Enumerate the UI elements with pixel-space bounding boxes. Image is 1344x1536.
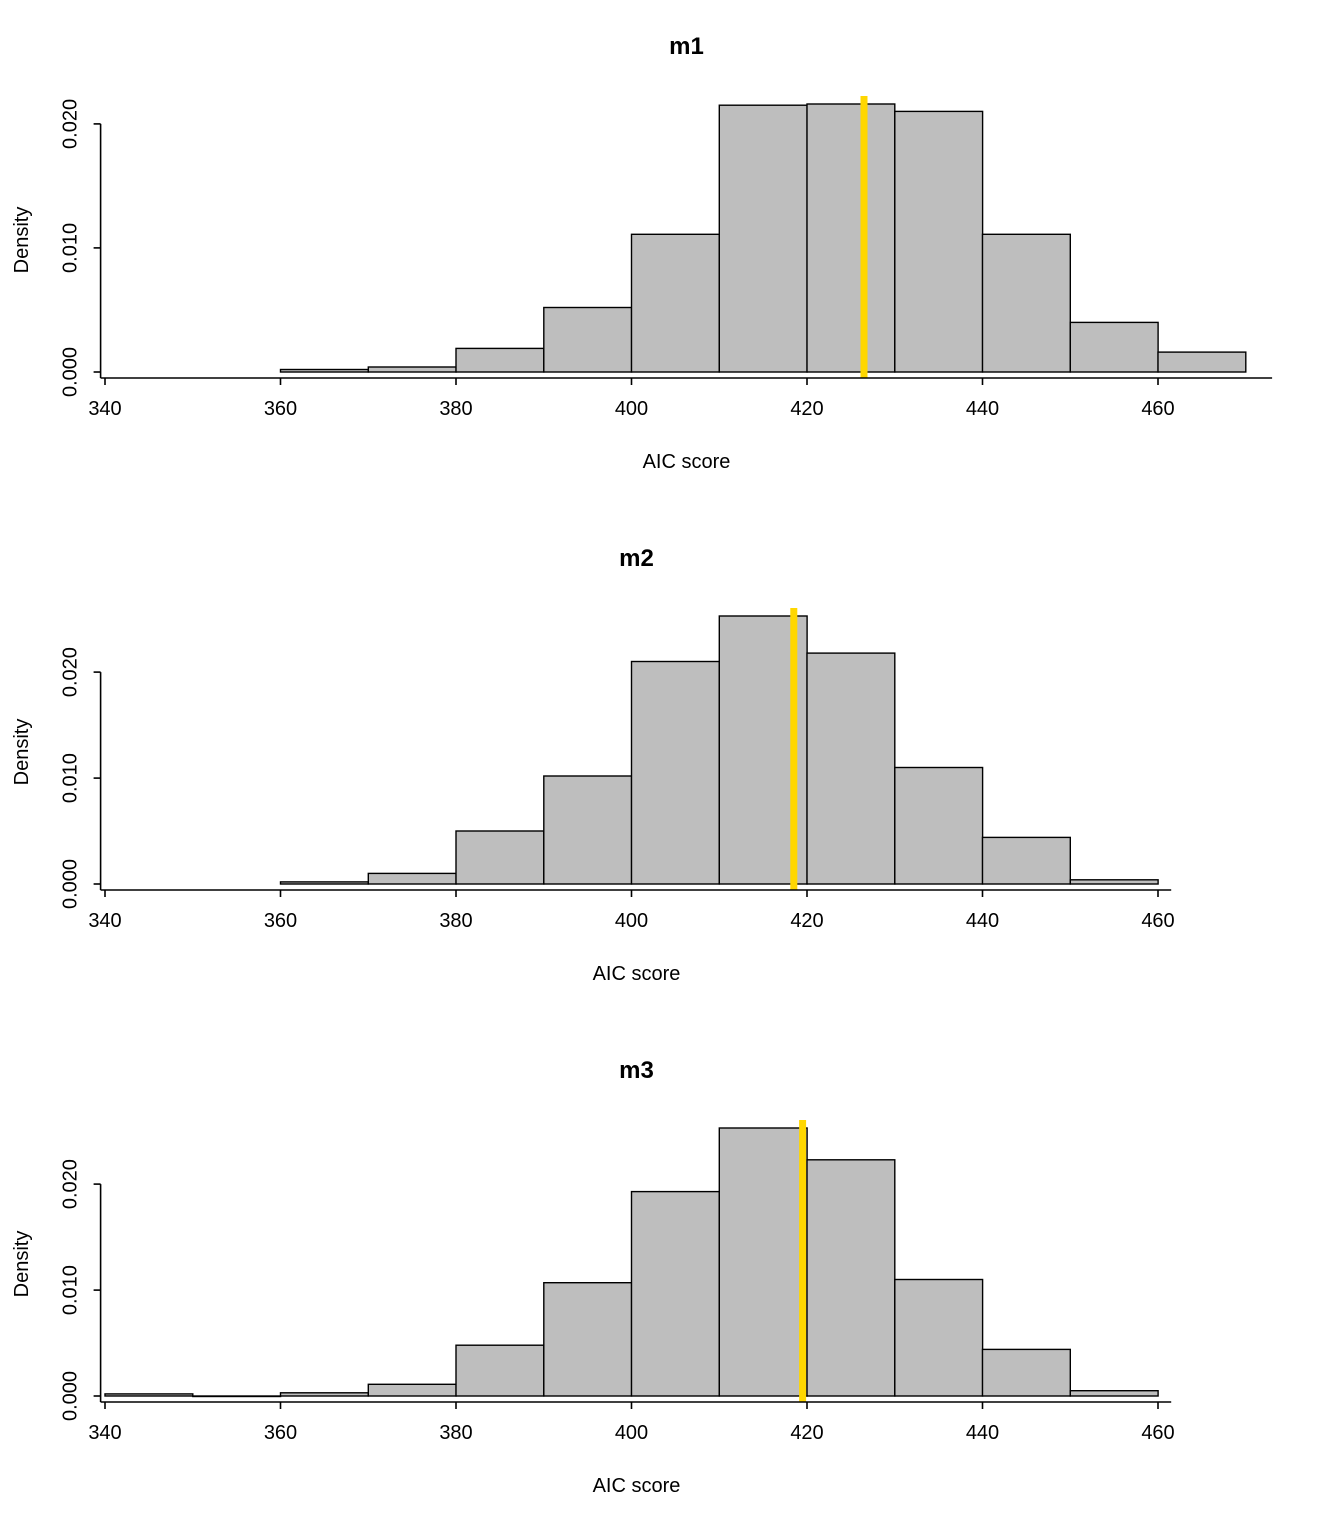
x-tick-label: 440 (966, 398, 999, 420)
histogram-bar (630, 660, 721, 885)
histogram-bar (981, 836, 1072, 885)
x-axis-label: AIC score (642, 451, 731, 473)
x-tick-label: 380 (439, 398, 472, 420)
x-tick-label: 400 (615, 1422, 648, 1444)
x-tick-label: 460 (1141, 1422, 1174, 1444)
y-tick-label: 0.010 (60, 1265, 82, 1315)
histogram-bar (981, 1348, 1072, 1397)
histogram-bar (543, 306, 633, 373)
histogram-bar (367, 1383, 457, 1397)
histogram-bar (981, 233, 1072, 373)
x-tick-label: 340 (88, 398, 121, 420)
histogram-bar (279, 1392, 370, 1397)
histogram-bar (104, 1393, 194, 1397)
x-axis-label: AIC score (592, 1475, 681, 1497)
x-tick-label: 420 (790, 1422, 823, 1444)
histogram-bar (455, 1344, 545, 1397)
x-tick-label: 380 (439, 910, 472, 932)
histogram-bar (1157, 351, 1247, 373)
histogram-bar (806, 652, 896, 885)
x-tick-label: 440 (966, 910, 999, 932)
y-tick-label: 0.000 (60, 859, 82, 909)
histogram-bar (455, 347, 545, 373)
histogram-bar (367, 872, 457, 885)
histogram-bar (455, 830, 545, 885)
histogram-bar (1069, 321, 1159, 373)
histogram-bar (543, 1282, 633, 1397)
histogram-panel-m2: m2 Density 340 360 380 400 420 440 460 0.000 0.0… (0, 512, 1344, 1024)
histogram-bar (1069, 879, 1159, 885)
chart-title: m3 (619, 1057, 654, 1084)
y-tick-label: 0.010 (60, 753, 82, 803)
histogram-bar (894, 110, 984, 373)
x-tick-label: 340 (88, 910, 121, 932)
x-tick-label: 460 (1141, 398, 1174, 420)
histogram-bar (1069, 1390, 1159, 1397)
histogram-bar (543, 775, 633, 885)
y-tick-label: 0.020 (60, 647, 82, 697)
histogram-bar (630, 233, 721, 373)
histogram-bar (894, 766, 984, 885)
chart-title: m2 (619, 545, 654, 572)
histogram-panel-m1: m1 Density 340 360 380 400 420 440 460 0.000 0.0… (0, 0, 1344, 512)
x-tick-label: 360 (264, 1422, 297, 1444)
y-tick-label: 0.010 (60, 223, 82, 273)
x-tick-label: 360 (264, 910, 297, 932)
y-tick-label: 0.020 (60, 1159, 82, 1209)
x-tick-label: 400 (615, 398, 648, 420)
histogram-plot-m2: 340 360 380 400 420 440 460 0.000 0.010 0.020 (60, 608, 1175, 932)
histogram-bar (718, 1127, 808, 1397)
histogram-bar (630, 1190, 721, 1397)
x-tick-label: 460 (1141, 910, 1174, 932)
y-tick-label: 0.000 (60, 347, 82, 397)
histogram-bar (279, 368, 370, 373)
y-tick-label: 0.000 (60, 1371, 82, 1421)
histogram-bar (806, 1159, 896, 1397)
histogram-bar (192, 1395, 282, 1398)
histogram-plot-m1: 340 360 380 400 420 440 460 0.000 0.010 0.020 (60, 96, 1273, 420)
histogram-bar (279, 881, 370, 885)
histogram-panel-m3: m3 Density 340 360 380 400 420 440 460 0.000 0.0… (0, 1024, 1344, 1536)
histogram-bar (718, 104, 808, 373)
x-tick-label: 440 (966, 1422, 999, 1444)
x-tick-label: 360 (264, 398, 297, 420)
x-tick-label: 420 (790, 398, 823, 420)
histogram-bar (367, 366, 457, 373)
histogram-plot-m3: 340 360 380 400 420 440 460 0.000 0.010 0.020 (60, 1120, 1175, 1444)
histogram-bar (894, 1278, 984, 1397)
histogram-bar (806, 103, 896, 373)
chart-title: m1 (669, 33, 704, 60)
x-tick-label: 340 (88, 1422, 121, 1444)
x-tick-label: 400 (615, 910, 648, 932)
x-tick-label: 380 (439, 1422, 472, 1444)
x-tick-label: 420 (790, 910, 823, 932)
x-axis-label: AIC score (592, 963, 681, 985)
y-tick-label: 0.020 (60, 99, 82, 149)
